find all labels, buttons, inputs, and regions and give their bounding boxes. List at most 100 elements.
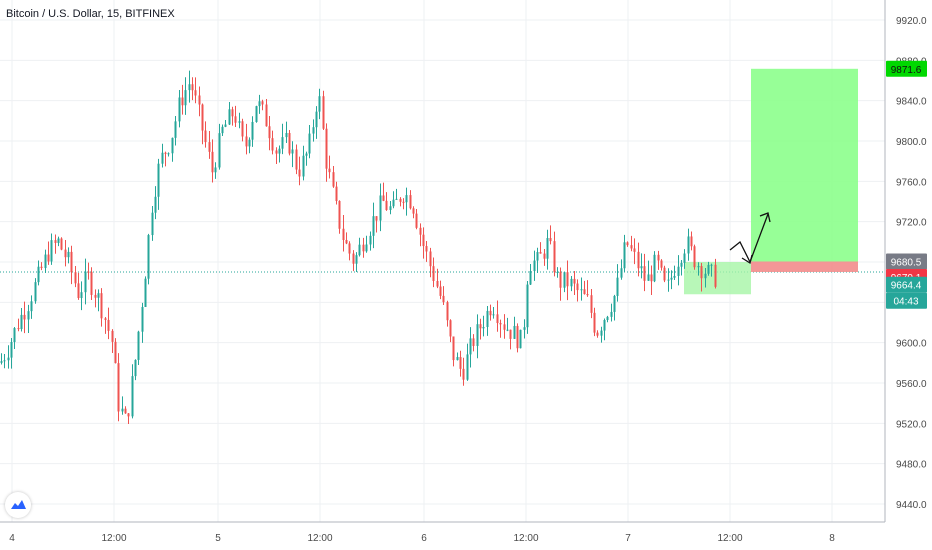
candle-body <box>643 266 646 281</box>
candle-body <box>0 361 3 363</box>
candle-body <box>626 242 629 246</box>
candle-body <box>442 295 445 303</box>
candle-body <box>640 266 643 269</box>
candle-body <box>275 150 278 154</box>
candle-body <box>74 272 77 284</box>
price-tick-label: 9760.0 <box>896 177 927 188</box>
candle-body <box>549 238 552 242</box>
candle-body <box>40 266 43 269</box>
chart-grid <box>0 0 885 522</box>
symbol-title: Bitcoin / U.S. Dollar, 15, BITFINEX <box>6 8 175 20</box>
candle-body <box>613 295 616 312</box>
candle-body <box>379 195 382 221</box>
candle-body <box>372 216 375 236</box>
candle-body <box>590 295 593 313</box>
tradingview-logo[interactable] <box>5 492 31 518</box>
candle-body <box>365 244 368 252</box>
candle-body <box>181 97 184 106</box>
drawing-overlay[interactable] <box>729 212 771 265</box>
candle-body <box>13 328 16 342</box>
candle-body <box>677 266 680 276</box>
candle-body <box>536 252 539 261</box>
candle-body <box>653 254 656 282</box>
stop-loss-zone[interactable] <box>751 261 858 272</box>
time-tick-label: 12:00 <box>101 533 126 544</box>
candle-body <box>432 266 435 281</box>
profit-target-zone[interactable] <box>751 68 858 262</box>
candle-body <box>620 268 623 278</box>
candle-body <box>171 137 174 154</box>
candle-body <box>188 84 191 91</box>
candle-body <box>50 240 53 262</box>
candle-body <box>302 155 305 177</box>
candle-body <box>704 273 707 279</box>
time-tick-label: 4 <box>9 533 15 544</box>
candle-body <box>178 97 181 122</box>
candle-body <box>389 206 392 211</box>
candle-body <box>446 302 449 321</box>
candle-body <box>342 228 345 240</box>
candle-body <box>131 376 134 417</box>
candle-body <box>147 235 150 279</box>
candle-body <box>469 338 472 355</box>
candle-body <box>248 139 251 147</box>
candle-body <box>533 260 536 272</box>
candle-body <box>576 283 579 291</box>
candle-body <box>255 106 258 122</box>
candle-body <box>305 153 308 156</box>
candle-body <box>466 354 469 380</box>
position-zones[interactable] <box>684 68 858 295</box>
candle-body <box>606 316 609 321</box>
candle-body <box>234 116 237 123</box>
candle-body <box>338 200 341 229</box>
stop-price-label: 9680.5 <box>891 257 922 268</box>
time-tick-label: 7 <box>625 533 631 544</box>
time-tick-label: 5 <box>215 533 221 544</box>
candle-body <box>657 254 660 261</box>
trend-arrow-drawing[interactable] <box>729 213 769 264</box>
candle-body <box>496 314 499 324</box>
candle-body <box>663 267 666 281</box>
candle-body <box>375 216 378 221</box>
candle-body <box>117 363 120 412</box>
candle-body <box>268 126 271 139</box>
price-tick-label: 9800.0 <box>896 137 927 148</box>
candle-body <box>506 329 509 331</box>
candle-body <box>241 121 244 137</box>
candle-body <box>556 271 559 273</box>
candle-body <box>111 330 114 342</box>
candle-body <box>714 264 717 287</box>
candle-body <box>667 279 670 281</box>
candle-body <box>94 294 97 298</box>
candle-body <box>670 277 673 280</box>
candle-body <box>194 90 197 96</box>
candle-body <box>261 101 264 105</box>
target-price-label-bg <box>886 60 927 77</box>
candle-body <box>586 294 589 296</box>
candle-body <box>308 133 311 154</box>
candle-body <box>600 330 603 336</box>
candle-body <box>553 241 556 273</box>
time-axis[interactable]: 4 12:00 5 12:00 6 12:00 7 12:00 8 <box>9 533 835 544</box>
candle-body <box>204 130 207 143</box>
candle-body <box>3 360 6 362</box>
candle-body <box>503 324 506 330</box>
candle-body <box>221 126 224 134</box>
candle-body <box>64 249 67 258</box>
candle-body <box>402 201 405 203</box>
candle-body <box>355 255 358 264</box>
candle-body <box>693 246 696 268</box>
candle-body <box>610 311 613 317</box>
candle-body <box>476 324 479 346</box>
candle-body <box>583 289 586 295</box>
candle-body <box>492 314 495 316</box>
last-price-label: 9664.4 <box>891 281 922 292</box>
candle-body <box>161 152 164 164</box>
candle-body <box>687 236 690 254</box>
entry-zone[interactable] <box>684 262 751 295</box>
candle-body <box>134 359 137 377</box>
candle-body <box>385 200 388 211</box>
candle-body <box>630 245 633 249</box>
